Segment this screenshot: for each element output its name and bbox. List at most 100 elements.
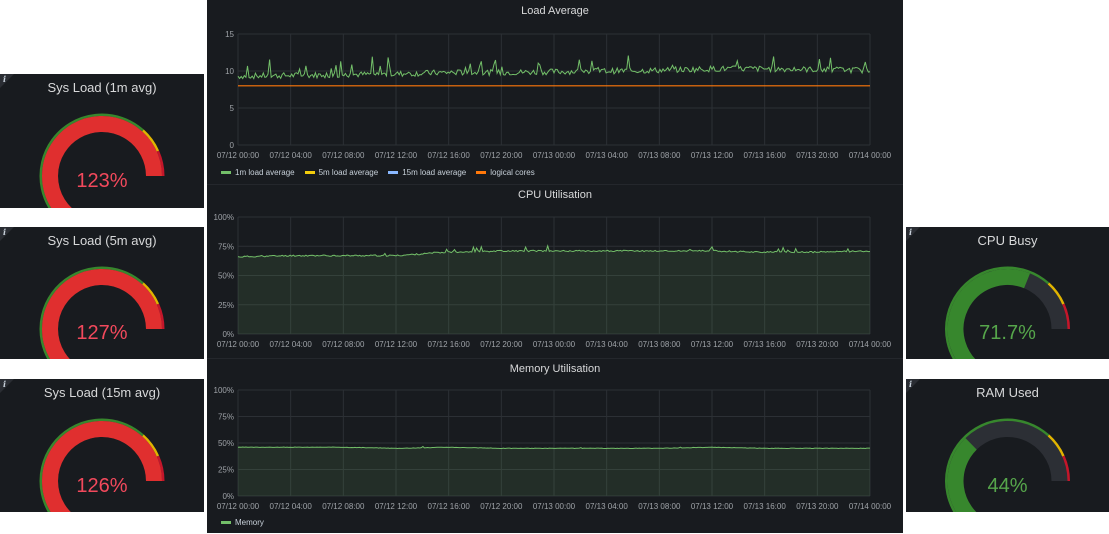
gauge-threshold-band (156, 303, 165, 330)
x-tick-label: 07/12 12:00 (375, 340, 418, 349)
memory-utilisation-panel[interactable]: Memory Utilisation 100% 75% 50% 25% 0% 07/12 … (207, 358, 903, 534)
info-glyph: i (909, 379, 913, 389)
x-tick-label: 07/13 00:00 (533, 151, 576, 160)
legend-item[interactable]: 1m load average (221, 168, 295, 177)
gauge-threshold-band (945, 266, 1050, 359)
x-tick-label: 07/13 00:00 (533, 502, 576, 511)
gauge-threshold-band (39, 418, 144, 512)
charts-container: Load Average 15 10 5 0 07/12 00:00 07/12 04:0… (207, 0, 903, 533)
cpu-utilisation-plot[interactable]: 100% 75% 50% 25% 0%07/12 00:00 07/12 04:00 07/… (207, 185, 903, 355)
gauge-value: 126% (76, 475, 128, 497)
y-tick-label: 0% (222, 492, 234, 501)
x-tick-label: 07/13 20:00 (796, 340, 839, 349)
gauge-title: CPU Busy (977, 233, 1038, 248)
info-icon[interactable] (0, 74, 14, 88)
gauge-panel-sys-load-1m[interactable]: i Sys Load (1m avg) 123% (0, 74, 204, 208)
gauge-threshold-band (156, 455, 165, 482)
x-tick-label: 07/12 12:00 (375, 502, 418, 511)
gauge-panel-cpu-busy[interactable]: i CPU Busy 71.7% (906, 227, 1109, 359)
x-tick-label: 07/12 08:00 (322, 502, 365, 511)
gauge-value-arc (947, 269, 1031, 359)
x-tick-label: 07/12 04:00 (270, 502, 313, 511)
y-tick-label: 25% (218, 466, 234, 475)
gauge-arc (945, 418, 1070, 512)
legend-item[interactable]: Memory (221, 518, 264, 527)
legend-item[interactable]: 5m load average (304, 168, 379, 177)
gauge-value-arc (42, 269, 162, 359)
load-average-plot[interactable]: 15 10 5 007/12 00:00 07/12 04:00 07/12 08:00 0… (207, 0, 903, 184)
x-tick-label: 07/14 00:00 (849, 151, 892, 160)
x-tick-label: 07/13 04:00 (586, 151, 629, 160)
cpu-utilisation-panel[interactable]: CPU Utilisation 100% 75% 50% 25% 0% 07/12 00:… (207, 184, 903, 355)
info-icon[interactable] (906, 379, 920, 393)
y-tick-label: 50% (218, 439, 234, 448)
x-tick-label: 07/12 08:00 (322, 151, 365, 160)
gauge-panel-sys-load-15m[interactable]: i Sys Load (15m avg) 126% (0, 379, 204, 512)
info-glyph: i (3, 74, 7, 84)
gauge-panel-sys-load-5m[interactable]: i Sys Load (5m avg) 127% (0, 227, 204, 359)
chart-legend: Memory (221, 518, 264, 527)
x-tick-label: 07/14 00:00 (849, 340, 892, 349)
y-tick-label: 100% (214, 386, 234, 395)
info-glyph: i (909, 227, 913, 237)
gauge-threshold-band (141, 434, 160, 457)
info-icon[interactable] (0, 227, 14, 241)
x-tick-label: 07/13 04:00 (586, 502, 629, 511)
load-average-panel[interactable]: Load Average 15 10 5 0 07/12 00:00 07/12 04:0… (207, 0, 903, 184)
x-tick-label: 07/13 08:00 (638, 502, 681, 511)
info-icon[interactable] (0, 379, 14, 393)
gauge-value: 44% (987, 475, 1028, 497)
chart-legend: 1m load average 5m load average 15m load a… (221, 168, 535, 177)
y-tick-label: 10 (225, 67, 234, 76)
series-line (237, 244, 871, 258)
x-tick-label: 07/12 20:00 (480, 340, 523, 349)
gauge-threshold-band (39, 113, 144, 208)
x-tick-label: 07/12 00:00 (217, 502, 260, 511)
x-tick-label: 07/13 04:00 (586, 340, 629, 349)
gauge-threshold-band (1047, 282, 1065, 305)
gauge-threshold-band (945, 418, 1050, 512)
legend-label: logical cores (490, 168, 535, 177)
x-tick-label: 07/13 08:00 (638, 151, 681, 160)
gauge-title: RAM Used (976, 385, 1039, 400)
gauge-value-arc (947, 438, 977, 512)
y-tick-label: 100% (214, 213, 234, 222)
x-tick-label: 07/12 12:00 (375, 151, 418, 160)
series-line (237, 445, 870, 450)
chart-title: Memory Utilisation (509, 363, 601, 375)
x-tick-label: 07/12 16:00 (428, 502, 471, 511)
gauge-arc (39, 418, 165, 512)
legend-label: 1m load average (235, 168, 295, 177)
gauge-arc (39, 266, 165, 359)
x-tick-label: 07/13 12:00 (691, 340, 734, 349)
gauge-title: Sys Load (15m avg) (43, 385, 161, 400)
info-icon[interactable] (906, 227, 920, 241)
x-tick-label: 07/13 12:00 (691, 151, 734, 160)
x-tick-label: 07/13 16:00 (744, 340, 787, 349)
y-tick-label: 0 (230, 141, 235, 150)
x-tick-label: 07/12 16:00 (428, 151, 471, 160)
chart-title: CPU Utilisation (518, 189, 592, 201)
gauge-panel-ram-used[interactable]: i RAM Used 44% (906, 379, 1109, 512)
gauge-title: Sys Load (1m avg) (47, 80, 157, 95)
y-tick-label: 25% (218, 301, 234, 310)
x-tick-label: 07/13 08:00 (638, 340, 681, 349)
legend-item[interactable]: 15m load average (388, 168, 466, 177)
legend-label: 5m load average (318, 168, 379, 177)
x-tick-label: 07/12 04:00 (270, 151, 313, 160)
gauge-threshold-band (1061, 455, 1070, 482)
legend-swatch (388, 171, 399, 174)
info-glyph: i (3, 227, 7, 237)
gauge-value-arc (42, 116, 162, 208)
memory-utilisation-plot[interactable]: 100% 75% 50% 25% 0%07/12 00:00 07/12 04:00 07/… (207, 359, 903, 534)
gauge-threshold-band (141, 282, 160, 305)
legend-label: 15m load average (402, 168, 467, 177)
legend-item[interactable]: logical cores (476, 168, 535, 177)
legend-label: Memory (235, 518, 264, 527)
x-tick-label: 07/13 00:00 (533, 340, 576, 349)
series-line (237, 55, 871, 80)
series-area (238, 446, 870, 496)
gauge-value: 123% (76, 170, 128, 192)
x-tick-label: 07/12 00:00 (217, 151, 260, 160)
legend-swatch (304, 171, 315, 174)
